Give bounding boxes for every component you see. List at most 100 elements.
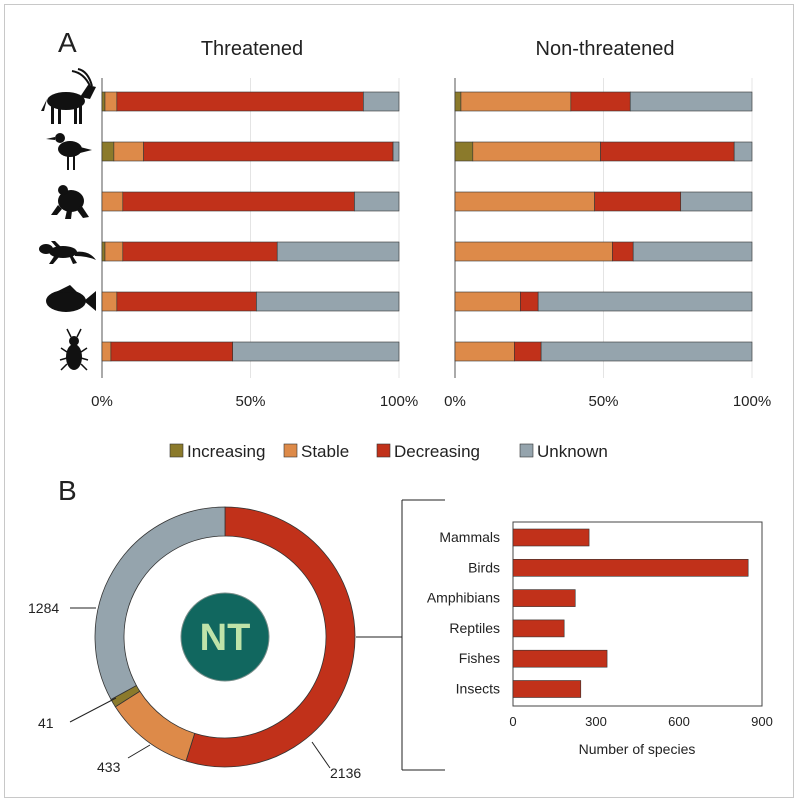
species-bar-birds [512, 558, 749, 577]
stacked-bar-fishes-decreasing [116, 291, 257, 312]
stacked-bar-fishes-stable [454, 291, 521, 312]
species-bar-label-birds: Birds [468, 559, 500, 575]
leader-line-stable [127, 744, 151, 759]
stacked-bar-reptiles-stable [104, 241, 124, 262]
stacked-bar-mammals-unknown [363, 91, 400, 112]
stacked-bar-birds-decreasing [143, 141, 394, 162]
stacked-bar-mammals-decreasing [570, 91, 631, 112]
stacked-bar-mammals-stable [104, 91, 118, 112]
species-bar-label-reptiles: Reptiles [449, 620, 500, 636]
stacked-bar-amphibians-decreasing [122, 191, 355, 212]
threatened-xtick: 100% [380, 393, 418, 410]
bar-xtick: 900 [751, 714, 773, 729]
species-bar-label-amphibians: Amphibians [427, 590, 500, 606]
species-bar-label-fishes: Fishes [459, 650, 500, 666]
nonthreatened-title: Non-threatened [536, 38, 675, 60]
bar-xtick: 600 [668, 714, 690, 729]
species-bar-chart: 0 300 600 900 Number of species Mammals B… [427, 521, 773, 757]
donut-label-stable: 433 [97, 759, 121, 775]
threatened-xtick: 0% [91, 393, 113, 410]
figure-frame [4, 4, 794, 798]
stacked-bar-reptiles-increasing [101, 241, 106, 262]
threatened-xtick: 50% [235, 393, 265, 410]
panel-a-letter: A [58, 27, 77, 58]
donut-label-unknown: 1284 [28, 600, 59, 616]
species-bar-fishes [512, 649, 608, 668]
species-bar-label-insects: Insects [456, 681, 500, 697]
legend-swatch-stable [283, 443, 298, 458]
nt-badge-label: NT [200, 617, 251, 659]
stacked-bar-mammals-unknown [629, 91, 753, 112]
bar-chart-frame [512, 521, 763, 707]
stacked-bar-fishes-unknown [256, 291, 400, 312]
nonthreatened-xtick: 0% [444, 393, 466, 410]
legend-swatch-unknown [519, 443, 534, 458]
leader-line-decreasing [311, 741, 331, 769]
antelope-icon [41, 68, 96, 124]
stacked-bar-reptiles-decreasing [612, 241, 634, 262]
leader-line-increasing [69, 697, 117, 723]
legend-label-increasing: Increasing [187, 442, 265, 461]
donut-label-decreasing: 2136 [330, 765, 361, 781]
stacked-bar-reptiles-unknown [632, 241, 753, 262]
species-bar-insects [512, 680, 582, 698]
legend: Increasing Stable Decreasing Unknown [169, 442, 608, 461]
threatened-stacked-bar-chart: 0% 50% 100% [91, 78, 418, 410]
species-bar-reptiles [512, 619, 565, 638]
donut-slice-stable [114, 690, 196, 762]
stacked-bar-insects-stable [454, 341, 515, 362]
stacked-bar-birds-increasing [454, 141, 474, 162]
legend-label-stable: Stable [301, 442, 349, 461]
species-bar-label-mammals: Mammals [439, 529, 500, 545]
stacked-bar-amphibians-unknown [680, 191, 753, 212]
bar-xtick: 0 [509, 714, 516, 729]
lizard-icon [39, 241, 96, 264]
stacked-bar-reptiles-decreasing [122, 241, 278, 262]
stacked-bar-insects-stable [101, 341, 112, 362]
stacked-bar-birds-unknown [733, 141, 753, 162]
species-bar-amphibians [512, 589, 576, 607]
panel-b-letter: B [58, 475, 77, 506]
nonthreatened-xtick: 50% [588, 393, 618, 410]
stacked-bar-fishes-stable [101, 291, 118, 312]
bird-icon [46, 133, 92, 170]
bar-xlabel: Number of species [579, 741, 696, 757]
stacked-bar-reptiles-stable [454, 241, 613, 262]
donut-label-increasing: 41 [38, 715, 54, 731]
nonthreatened-xtick: 100% [733, 393, 771, 410]
stacked-bar-amphibians-stable [454, 191, 595, 212]
legend-label-unknown: Unknown [537, 442, 608, 461]
legend-label-decreasing: Decreasing [394, 442, 480, 461]
connector-bracket [356, 499, 445, 771]
stacked-bar-birds-stable [113, 141, 144, 162]
stacked-bar-birds-increasing [101, 141, 115, 162]
bar-xtick: 300 [585, 714, 607, 729]
legend-swatch-decreasing [376, 443, 391, 458]
nt-badge [180, 592, 270, 682]
stacked-bar-birds-stable [472, 141, 601, 162]
frog-icon [51, 185, 89, 219]
threatened-title: Threatened [201, 38, 303, 60]
stacked-bar-fishes-decreasing [520, 291, 539, 312]
stacked-bar-reptiles-unknown [276, 241, 400, 262]
species-bar-mammals [512, 528, 590, 547]
donut-slice-decreasing [185, 506, 356, 768]
stacked-bar-mammals-stable [460, 91, 572, 112]
stacked-bar-mammals-decreasing [116, 91, 364, 112]
donut-slice-unknown [94, 506, 226, 700]
stacked-bar-amphibians-unknown [354, 191, 400, 212]
donut-chart [94, 506, 356, 768]
stacked-bar-mammals-increasing [101, 91, 106, 112]
stacked-bar-mammals-increasing [454, 91, 462, 112]
stacked-bar-insects-decreasing [110, 341, 233, 362]
stacked-bar-fishes-unknown [537, 291, 753, 312]
stacked-bar-insects-decreasing [514, 341, 542, 362]
beetle-icon [59, 328, 89, 371]
stacked-bar-insects-unknown [232, 341, 400, 362]
stacked-bar-insects-unknown [540, 341, 753, 362]
legend-swatch-increasing [169, 443, 184, 458]
stacked-bar-amphibians-stable [101, 191, 124, 212]
nonthreatened-stacked-bar-chart: 0% 50% 100% [444, 78, 771, 410]
fish-icon [46, 285, 96, 312]
